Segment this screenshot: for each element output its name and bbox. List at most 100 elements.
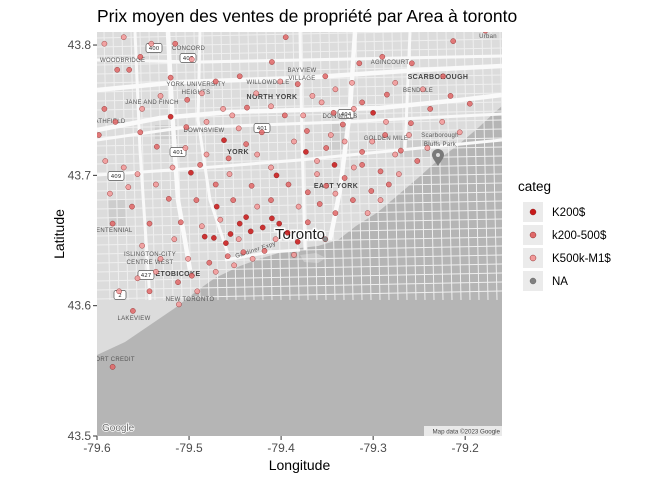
data-point [211, 235, 217, 241]
data-point [107, 190, 113, 197]
data-point [314, 171, 320, 177]
data-point [254, 203, 260, 210]
data-point [392, 80, 398, 86]
place-label: LAKEVIEW [117, 316, 150, 322]
x-axis-title: Longitude [269, 457, 331, 473]
data-point [188, 169, 194, 176]
data-point [243, 214, 249, 220]
data-point [349, 80, 355, 86]
y-axis-title: Latitude [51, 209, 67, 259]
map-tiles[interactable]: 400 407 401 409 427 404 401 2 CONCORD WO… [91, 28, 506, 436]
street-line [97, 137, 502, 147]
x-tick-label: -79.2 [452, 441, 480, 455]
data-point [259, 224, 266, 231]
data-point [396, 171, 402, 177]
data-point [291, 252, 297, 258]
data-point [309, 93, 316, 99]
data-point [323, 183, 329, 189]
data-point [456, 129, 463, 136]
street-line [355, 32, 363, 301]
data-point [201, 233, 208, 240]
data-point [261, 248, 268, 254]
data-point [482, 32, 488, 34]
data-point [230, 197, 236, 203]
street-line [97, 92, 502, 102]
data-point [364, 210, 371, 216]
data-point [332, 210, 339, 216]
data-point [384, 91, 390, 98]
street-line [499, 32, 502, 144]
chart-title: Prix moyen des ventes de propriété par A… [97, 6, 518, 26]
data-point [167, 74, 174, 81]
data-point [440, 73, 446, 80]
data-point [112, 119, 119, 125]
data-point [282, 34, 289, 40]
place-label: WOODBRIDGE [100, 58, 145, 64]
place-label: PORT CREDIT [91, 357, 135, 363]
data-point [272, 236, 279, 242]
data-point [332, 190, 339, 197]
x-tick-label: -79.4 [267, 441, 295, 455]
data-point [125, 184, 132, 190]
data-point [368, 188, 375, 194]
street-line [175, 32, 183, 301]
attribution-bg [424, 426, 502, 436]
data-point [139, 242, 145, 249]
data-point [243, 141, 249, 147]
place-label: NEW TORONTO [166, 297, 215, 303]
data-point [175, 279, 181, 285]
data-point [203, 119, 210, 125]
data-point [269, 59, 275, 65]
data-point [305, 189, 311, 196]
data-point [406, 132, 412, 138]
street-line [97, 263, 502, 273]
data-point [221, 137, 227, 143]
street-line [97, 290, 502, 300]
data-point [277, 78, 283, 85]
place-label: AGINCOURT [371, 60, 410, 66]
data-point [169, 164, 176, 171]
y-tick-label: 43.7 [68, 168, 92, 182]
data-point [314, 158, 320, 164]
data-point [97, 132, 102, 138]
data-point [229, 112, 236, 119]
street-line [112, 32, 120, 301]
x-tick-label: -79.5 [175, 441, 203, 455]
data-point [332, 86, 339, 93]
data-point [331, 162, 338, 168]
place-label: VILLAGE [288, 76, 315, 82]
data-point [240, 249, 247, 255]
place-label: JANE AND FINCH [125, 100, 179, 106]
data-point [166, 196, 172, 202]
data-point [139, 106, 145, 112]
place-label: EAST YORK [314, 183, 358, 190]
legend-label: K200$ [552, 207, 586, 219]
street-line [97, 218, 502, 228]
data-point [303, 149, 309, 155]
place-label: NORTH YORK [247, 94, 298, 101]
data-point [120, 34, 127, 40]
data-point [157, 93, 164, 99]
legend-title: categ [518, 179, 551, 194]
highway-shield: 407 [183, 56, 194, 62]
data-point [305, 219, 311, 226]
legend-swatch [529, 231, 537, 239]
data-point [351, 164, 357, 171]
data-points [97, 32, 488, 370]
data-point [268, 164, 274, 171]
data-point [439, 119, 445, 125]
street-line [97, 146, 502, 156]
map-attribution[interactable]: Map data ©2023 Google [432, 429, 500, 436]
data-point [197, 162, 203, 168]
data-point [137, 54, 144, 60]
highway-shield: 401 [257, 126, 268, 132]
place-label: YORK [227, 149, 249, 156]
data-point [322, 73, 329, 80]
street-line [97, 281, 502, 291]
place-label: SCARBOROUGH [408, 74, 469, 81]
place-label: BENDALE [403, 88, 433, 94]
data-point [178, 219, 184, 226]
data-point [244, 104, 250, 111]
legend-label: k200-500$ [552, 230, 607, 242]
